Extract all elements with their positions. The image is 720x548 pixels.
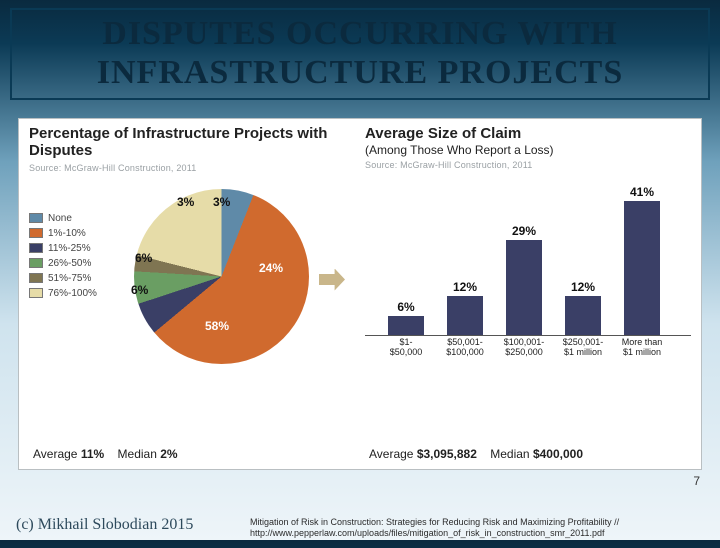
copyright: (c) Mikhail Slobodian 2015 <box>16 516 193 534</box>
bar-fill <box>447 296 483 335</box>
right-avg-value: $3,095,882 <box>417 447 477 461</box>
legend-swatch <box>29 258 43 268</box>
bar-value-label: 12% <box>441 280 489 294</box>
bar: 29%$100,001-$250,000 <box>506 201 542 335</box>
pie-slice-label: 3% <box>213 195 230 209</box>
left-avg-label: Average <box>33 447 77 461</box>
right-column: Average Size of Claim (Among Those Who R… <box>365 125 691 463</box>
pie-graphic <box>134 189 309 364</box>
left-avg-value: 11% <box>81 447 104 461</box>
bar-fill <box>388 316 424 336</box>
legend-item: 76%-100% <box>29 288 97 299</box>
bar-category-label: $250,001-$1 million <box>553 335 613 357</box>
bar-fill <box>506 240 542 335</box>
legend-swatch <box>29 228 43 238</box>
bar-category-label: $1-$50,000 <box>376 335 436 357</box>
citation-line-2: http://www.pepperlaw.com/uploads/files/m… <box>250 528 605 538</box>
bar-value-label: 12% <box>559 280 607 294</box>
left-stats: Average 11% Median 2% <box>33 447 178 461</box>
bar-value-label: 6% <box>382 300 430 314</box>
bar-value-label: 29% <box>500 224 548 238</box>
legend-swatch <box>29 273 43 283</box>
legend-label: 51%-75% <box>48 273 91 284</box>
right-source: Source: McGraw-Hill Construction, 2011 <box>365 160 691 170</box>
bar-category-label: More than$1 million <box>612 335 672 357</box>
legend-label: None <box>48 213 72 224</box>
pie-legend: None 1%-10% 11%-25% 26%-50% 51%-75% 76%-100% <box>29 213 97 303</box>
left-chart-title: Percentage of Infrastructure Projects wi… <box>29 125 349 160</box>
charts-panel: Percentage of Infrastructure Projects wi… <box>18 118 702 470</box>
pie-slice-label: 6% <box>131 283 148 297</box>
legend-item: 11%-25% <box>29 243 97 254</box>
bar-value-label: 41% <box>618 185 666 199</box>
legend-label: 11%-25% <box>48 243 91 254</box>
page-number: 7 <box>693 474 700 488</box>
title-banner: DISPUTES OCCURRING WITH INFRASTRUCTURE P… <box>10 8 710 100</box>
right-stats: Average $3,095,882 Median $400,000 <box>369 447 583 461</box>
citation-line-1: Mitigation of Risk in Construction: Stra… <box>250 517 619 527</box>
legend-swatch <box>29 288 43 298</box>
bar-chart: 6%$1-$50,00012%$50,001-$100,00029%$100,0… <box>365 184 691 366</box>
legend-swatch <box>29 243 43 253</box>
bar-fill <box>624 201 660 335</box>
bar: 6%$1-$50,000 <box>388 201 424 335</box>
legend-item: 51%-75% <box>29 273 97 284</box>
left-column: Percentage of Infrastructure Projects wi… <box>29 125 349 463</box>
left-med-value: 2% <box>160 447 177 461</box>
pie-slice-label: 24% <box>259 261 283 275</box>
right-med-value: $400,000 <box>533 447 583 461</box>
right-chart-subtitle: (Among Those Who Report a Loss) <box>365 143 691 157</box>
page-title: DISPUTES OCCURRING WITH INFRASTRUCTURE P… <box>12 10 708 98</box>
bar-category-label: $100,001-$250,000 <box>494 335 554 357</box>
bar-fill <box>565 296 601 335</box>
right-avg-label: Average <box>369 447 413 461</box>
legend-item: 26%-50% <box>29 258 97 269</box>
right-med-label: Median <box>490 447 529 461</box>
pie-slice-label: 3% <box>177 195 194 209</box>
pie-slice-label: 58% <box>205 319 229 333</box>
legend-swatch <box>29 213 43 223</box>
arrow-icon <box>319 269 345 291</box>
pie-slice-label: 6% <box>135 251 152 265</box>
legend-item: 1%-10% <box>29 228 97 239</box>
left-source: Source: McGraw-Hill Construction, 2011 <box>29 163 349 173</box>
right-chart-title: Average Size of Claim <box>365 125 691 142</box>
legend-label: 26%-50% <box>48 258 91 269</box>
legend-label: 76%-100% <box>48 288 97 299</box>
left-med-label: Median <box>118 447 157 461</box>
bar: 12%$250,001-$1 million <box>565 201 601 335</box>
citation: Mitigation of Risk in Construction: Stra… <box>250 517 710 538</box>
bar: 12%$50,001-$100,000 <box>447 201 483 335</box>
legend-label: 1%-10% <box>48 228 86 239</box>
legend-item: None <box>29 213 97 224</box>
bar-category-label: $50,001-$100,000 <box>435 335 495 357</box>
bar: 41%More than$1 million <box>624 201 660 335</box>
pie-chart: None1%-10%11%-25%26%-50%51%-75%76%-100% … <box>29 189 349 369</box>
